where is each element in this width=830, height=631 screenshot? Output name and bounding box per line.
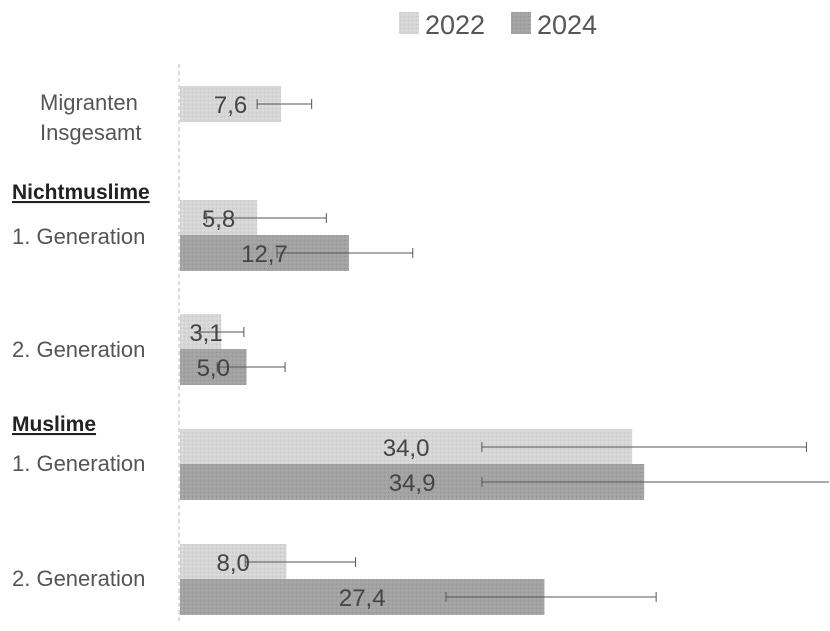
data-label: 12,7 — [241, 241, 288, 268]
legend-swatch-2022 — [399, 12, 419, 34]
group-label-muslime: Muslime — [12, 413, 96, 436]
data-label: 8,0 — [217, 550, 250, 577]
data-label: 27,4 — [339, 585, 386, 612]
group-label-nichtmuslime: Nichtmuslime — [12, 181, 150, 204]
legend: 2022 2024 — [399, 10, 597, 40]
data-label: 7,6 — [214, 92, 247, 119]
legend-label-2024: 2024 — [537, 10, 597, 40]
data-label: 34,9 — [389, 470, 436, 497]
chart-marks: Migranten Insgesamt 7,6 1. Generation 5,812,… — [12, 86, 829, 615]
category-label: Insgesamt — [40, 120, 142, 145]
category-label: 2. Generation — [12, 566, 145, 591]
category-label: 1. Generation — [12, 451, 145, 476]
legend-label-2022: 2022 — [425, 10, 485, 40]
legend-swatch-2024 — [511, 12, 531, 34]
category-label: 1. Generation — [12, 224, 145, 249]
category-label: Migranten — [40, 90, 138, 115]
category-label: 2. Generation — [12, 337, 145, 362]
data-label: 5,0 — [197, 355, 230, 382]
data-label: 34,0 — [383, 435, 430, 462]
data-label: 5,8 — [202, 206, 235, 233]
data-label: 3,1 — [189, 320, 222, 347]
